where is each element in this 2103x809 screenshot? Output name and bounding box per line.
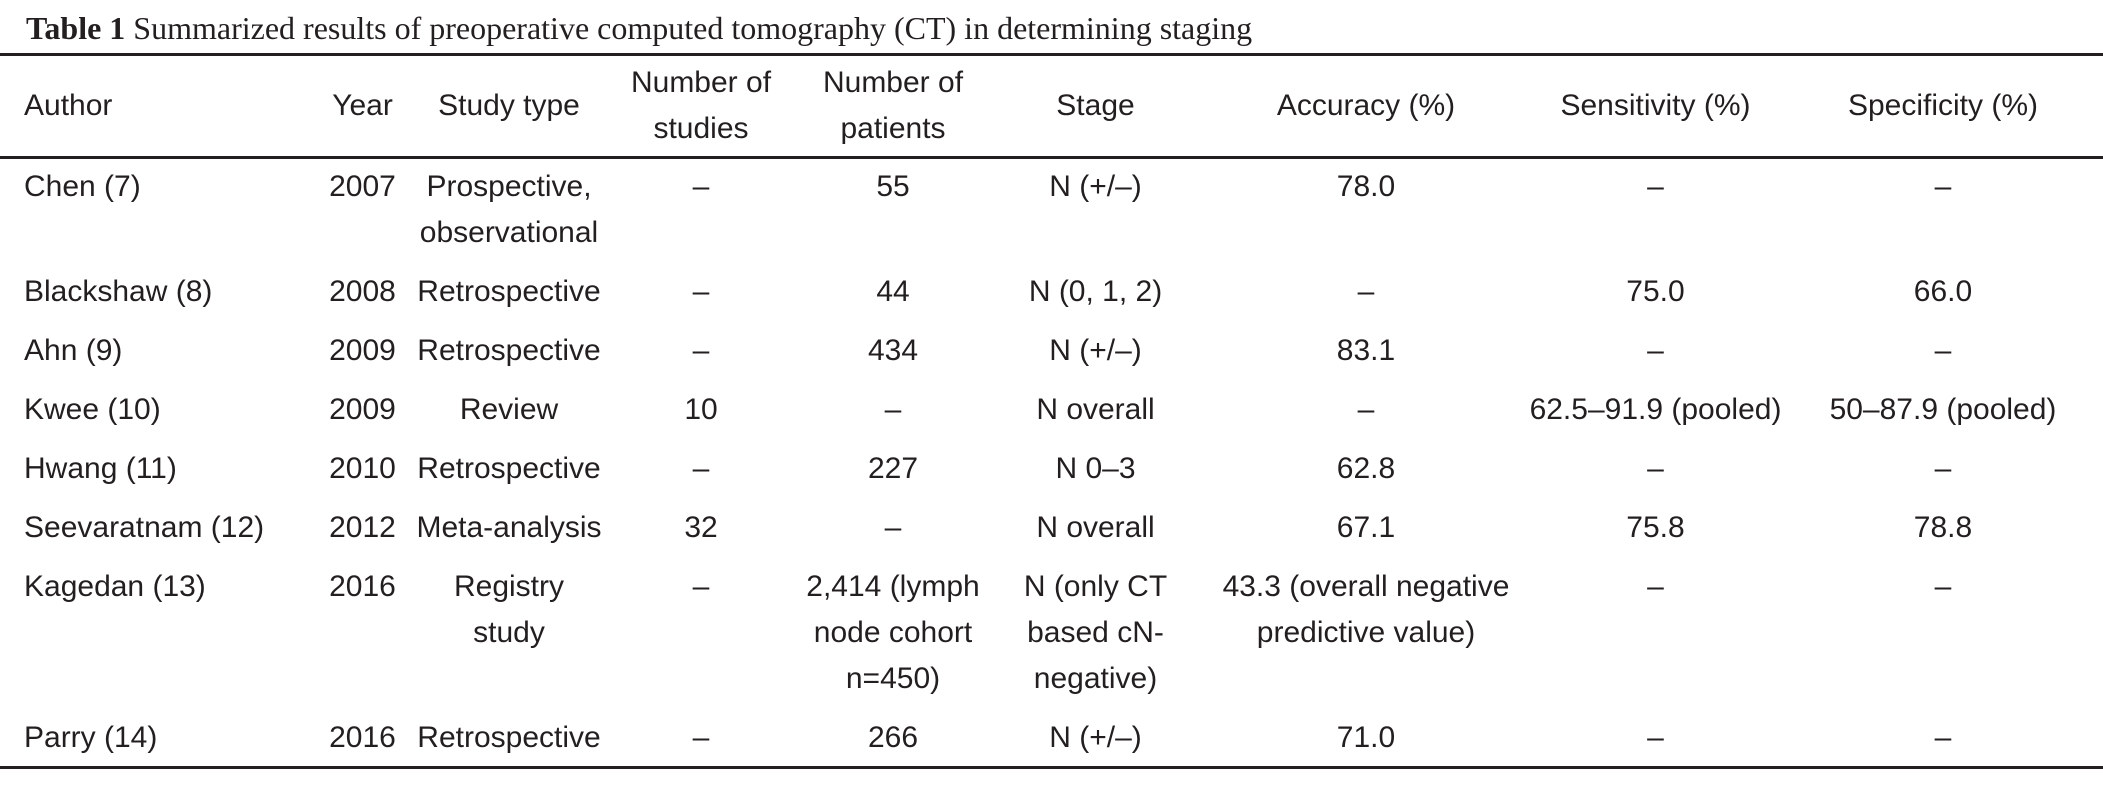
table-cell: 75.8: [1626, 511, 1685, 544]
table-cell: Kagedan (13): [24, 570, 206, 603]
table-row: Chen (7) 2007 Prospective, observational – 5…: [0, 158, 2103, 270]
table-cell: Kwee (10): [24, 393, 161, 426]
table-cell: Retrospective: [417, 452, 601, 485]
table-cell: –: [1647, 721, 1664, 754]
table-cell: Prospective, observational: [419, 170, 599, 249]
table-row: Hwang (11) 2010 Retrospective – 227 N 0–3 62.8…: [0, 446, 2103, 505]
table-row: Parry (14) 2016 Retrospective – 266 N (+/–) 71…: [0, 715, 2103, 768]
table-row: Kwee (10) 2009 Review 10 – N overall – 62.5–91.…: [0, 387, 2103, 446]
table-cell: –: [1647, 334, 1664, 367]
table-cell: N (+/–): [1049, 170, 1142, 203]
table-row: Kagedan (13) 2016 Registry study – 2,414 (ly…: [0, 564, 2103, 715]
table-cell: 2012: [329, 511, 396, 544]
table-cell: 78.0: [1336, 170, 1396, 203]
table-cell: N overall: [1036, 393, 1155, 426]
table-cell: Registry study: [453, 570, 565, 649]
table-cell: 75.0: [1626, 275, 1685, 308]
table-cell: 2009: [329, 334, 396, 367]
header-cell: Sensitivity (%): [1528, 54, 1783, 159]
table-cell: Retrospective: [417, 721, 601, 754]
table-cell: 62.5–91.9 (pooled): [1529, 393, 1782, 426]
table-row: Ahn (9) 2009 Retrospective – 434 N (+/–) 83.1 –…: [0, 328, 2103, 387]
header-cell: Accuracy (%): [1204, 54, 1528, 159]
table-cell: Hwang (11): [24, 452, 177, 485]
table-cell: –: [1934, 452, 1952, 485]
table-caption-text: Summarized results of preoperative compu…: [133, 10, 1253, 46]
table-cell: Ahn (9): [24, 334, 123, 367]
table-cell: Retrospective: [417, 334, 601, 367]
table-cell: –: [1934, 334, 1952, 367]
table-cell: 2010: [329, 452, 396, 485]
table-cell: –: [1647, 170, 1664, 203]
table-cell: 44: [876, 275, 910, 308]
table-cell: 66.0: [1913, 275, 1973, 308]
table-cell: –: [692, 452, 710, 485]
table-cell: 10: [684, 393, 718, 426]
table-cell: –: [884, 511, 902, 544]
table-cell: –: [1357, 275, 1375, 308]
header-cell: Number of studies: [603, 54, 799, 159]
table-cell: Meta-analysis: [416, 511, 602, 544]
table-cell: N (0, 1, 2): [1028, 275, 1163, 308]
table-cell: 62.8: [1336, 452, 1396, 485]
header-cell: Year: [310, 54, 415, 159]
table-body: Chen (7) 2007 Prospective, observational – 5…: [0, 158, 2103, 768]
header-cell: Specificity (%): [1783, 54, 2103, 159]
table-cell: N (+/–): [1049, 721, 1142, 754]
table-cell: –: [1647, 452, 1664, 485]
header-cell: Author: [0, 54, 310, 159]
table-cell: N overall: [1036, 511, 1155, 544]
table-cell: –: [692, 334, 710, 367]
table-cell: –: [692, 721, 710, 754]
table-cell: 83.1: [1336, 334, 1396, 367]
table-cell: –: [1934, 721, 1952, 754]
table-cell: 55: [876, 170, 910, 203]
table-cell: N (+/–): [1049, 334, 1142, 367]
table-cell: 32: [684, 511, 718, 544]
table-cell: 43.3 (overall negative predictive value): [1222, 570, 1510, 649]
table-cell: 2016: [329, 570, 396, 603]
table-cell: 227: [867, 452, 919, 485]
table-cell: N (only CT based cN-negative): [1023, 570, 1168, 695]
table-caption: Table 1 Summarized results of preoperati…: [26, 8, 1252, 48]
table-cell: Review: [459, 393, 559, 426]
table-row: Seevaratnam (12) 2012 Meta-analysis 32 – N ov…: [0, 505, 2103, 564]
table-cell: 2007: [329, 170, 396, 203]
table-cell: 67.1: [1336, 511, 1396, 544]
table-cell: 2008: [329, 275, 396, 308]
table-cell: 2009: [329, 393, 396, 426]
table-cell: –: [1934, 170, 1952, 203]
table-caption-label: Table 1: [26, 10, 126, 46]
staging-results-table: Author Year Study type Number of studies…: [0, 53, 2103, 769]
table-cell: Parry (14): [24, 721, 158, 754]
header-cell: Stage: [987, 54, 1204, 159]
table-row: Blackshaw (8) 2008 Retrospective – 44 N (0, 1…: [0, 269, 2103, 328]
table-cell: –: [692, 275, 710, 308]
table-cell: Chen (7): [24, 170, 141, 203]
table-cell: 266: [867, 721, 919, 754]
table-cell: 2016: [329, 721, 396, 754]
table-cell: 434: [867, 334, 919, 367]
table-cell: –: [1934, 570, 1952, 603]
table-cell: –: [692, 570, 710, 603]
table-cell: N 0–3: [1055, 452, 1136, 485]
table-cell: –: [884, 393, 902, 426]
table-cell: –: [1647, 570, 1664, 603]
header-cell: Number of patients: [799, 54, 987, 159]
table-cell: –: [1357, 393, 1375, 426]
table-cell: 2,414 (lymph node cohort n=450): [806, 570, 980, 695]
table-cell: –: [692, 170, 710, 203]
header-row: Author Year Study type Number of studies…: [0, 54, 2103, 159]
table-cell: Seevaratnam (12): [24, 511, 265, 544]
table-cell: 71.0: [1336, 721, 1396, 754]
table-cell: 78.8: [1913, 511, 1973, 544]
table-cell: Blackshaw (8): [24, 275, 213, 308]
table-cell: 50–87.9 (pooled): [1829, 393, 2057, 426]
header-cell: Study type: [415, 54, 603, 159]
table-cell: Retrospective: [417, 275, 601, 308]
